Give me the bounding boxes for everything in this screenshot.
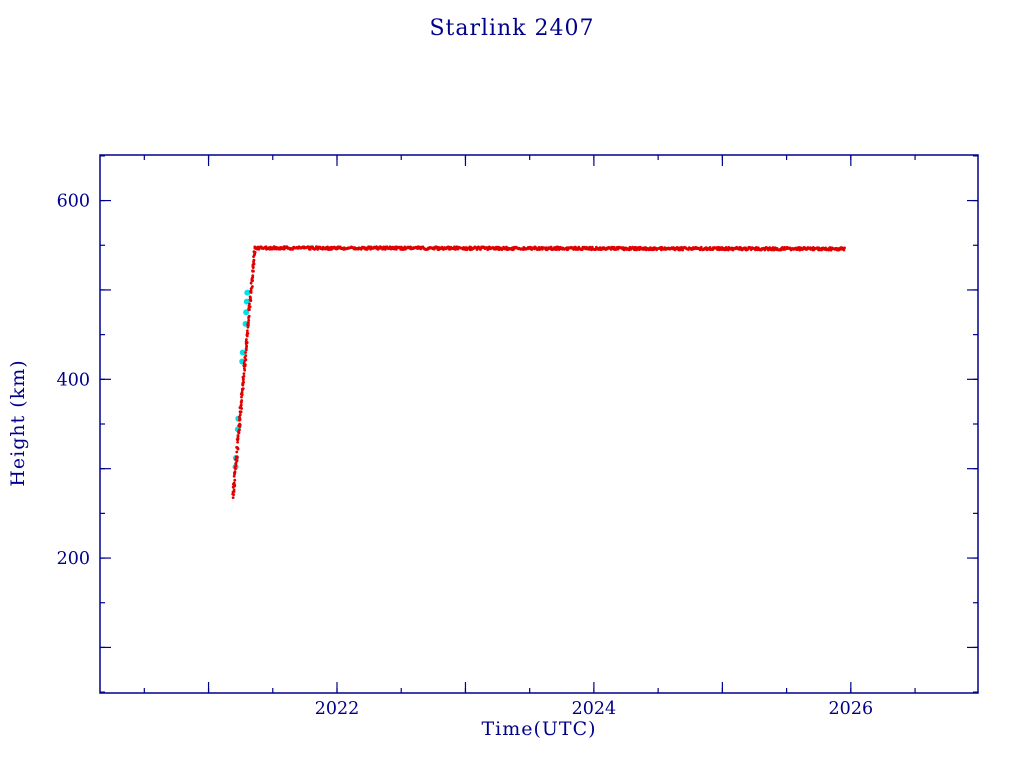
y-tick-label: 600 — [57, 192, 90, 212]
x-tick-label: 2024 — [572, 699, 617, 719]
x-axis-title: Time(UTC) — [481, 718, 597, 740]
y-tick-label: 200 — [57, 549, 90, 569]
y-tick-label: 400 — [57, 370, 90, 390]
chart-title: Starlink 2407 — [429, 16, 595, 41]
plot-frame — [99, 154, 979, 694]
x-tick-label: 2022 — [315, 699, 360, 719]
x-tick-label: 2026 — [829, 699, 874, 719]
height-markers — [231, 245, 846, 500]
